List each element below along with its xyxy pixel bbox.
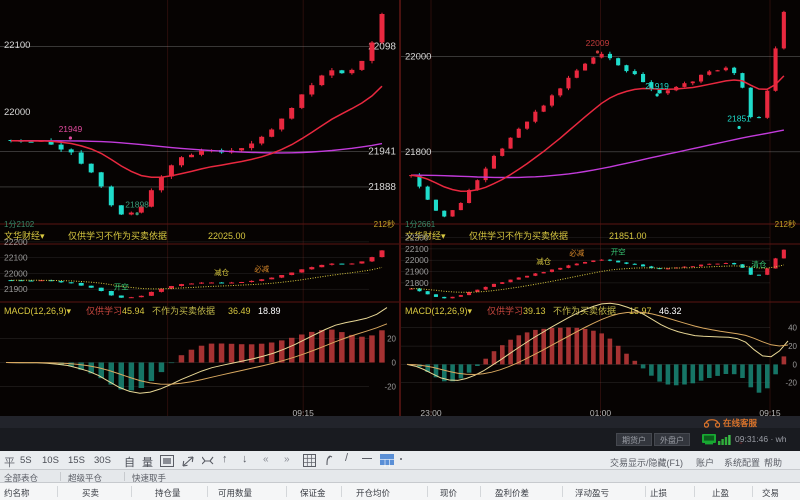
svg-text:21800: 21800 (405, 278, 429, 288)
svg-text:21900: 21900 (4, 284, 28, 294)
svg-text:21949: 21949 (59, 124, 83, 134)
svg-text:22100: 22100 (4, 253, 28, 263)
svg-text:22000: 22000 (4, 107, 30, 118)
svg-text:22200: 22200 (405, 233, 429, 243)
svg-text:开空: 开空 (114, 282, 129, 292)
svg-text:22009: 22009 (586, 38, 610, 48)
svg-text:15.97: 15.97 (629, 306, 652, 316)
svg-text:MACD(12,26,9)▾: MACD(12,26,9)▾ (4, 306, 72, 316)
svg-text:22000: 22000 (405, 51, 431, 62)
svg-text:23:00: 23:00 (420, 408, 442, 416)
svg-text:21851.00: 21851.00 (609, 231, 647, 241)
svg-text:0: 0 (392, 359, 397, 368)
svg-text:MACD(12,26,9)▾: MACD(12,26,9)▾ (405, 306, 473, 316)
svg-text:不作为买卖依据: 不作为买卖依据 (152, 305, 215, 316)
svg-text:18.89: 18.89 (258, 306, 281, 316)
svg-text:21888: 21888 (368, 182, 396, 193)
svg-text:40: 40 (788, 324, 797, 333)
svg-text:减仓: 减仓 (214, 267, 229, 277)
svg-text:21919: 21919 (645, 81, 669, 91)
svg-text:36.49: 36.49 (228, 306, 251, 316)
svg-text:22200: 22200 (4, 237, 28, 247)
svg-text:22100: 22100 (405, 244, 429, 254)
svg-text:不作为买卖依据: 不作为买卖依据 (553, 305, 616, 316)
svg-text:22000: 22000 (405, 255, 429, 265)
svg-text:212秒: 212秒 (374, 219, 395, 229)
svg-text:-20: -20 (384, 382, 396, 391)
svg-text:20: 20 (788, 342, 797, 351)
svg-text:-20: -20 (785, 379, 797, 388)
svg-text:20: 20 (387, 335, 396, 344)
svg-text:必减: 必减 (569, 248, 584, 258)
svg-text:21900: 21900 (405, 267, 429, 277)
svg-text:仅供学习: 仅供学习 (487, 305, 523, 316)
svg-text:22100: 22100 (4, 40, 30, 51)
svg-text:1分2102: 1分2102 (4, 220, 35, 229)
svg-text:22025.00: 22025.00 (208, 231, 246, 241)
svg-text:清仓: 清仓 (752, 259, 767, 269)
svg-text:21898: 21898 (125, 200, 149, 210)
svg-text:09:15: 09:15 (293, 408, 315, 416)
svg-text:必减: 必减 (254, 263, 269, 273)
svg-text:仅供学习不作为买卖依据: 仅供学习不作为买卖依据 (469, 230, 568, 241)
svg-text:46.32: 46.32 (659, 306, 682, 316)
svg-text:212秒: 212秒 (775, 219, 796, 229)
svg-text:21941: 21941 (368, 146, 396, 157)
svg-text:39.13: 39.13 (523, 306, 546, 316)
svg-text:09:15: 09:15 (759, 408, 781, 416)
svg-text:22000: 22000 (4, 268, 28, 278)
svg-text:开空: 开空 (611, 246, 626, 256)
svg-text:21851: 21851 (727, 114, 751, 124)
svg-text:1分2661: 1分2661 (405, 220, 436, 229)
svg-text:仅供学习不作为买卖依据: 仅供学习不作为买卖依据 (68, 230, 167, 241)
svg-text:0: 0 (793, 360, 798, 369)
svg-text:减仓: 减仓 (536, 256, 551, 266)
svg-text:01:00: 01:00 (590, 408, 612, 416)
svg-text:45.94: 45.94 (122, 306, 145, 316)
svg-text:仅供学习: 仅供学习 (86, 305, 122, 316)
svg-text:21800: 21800 (405, 147, 431, 158)
